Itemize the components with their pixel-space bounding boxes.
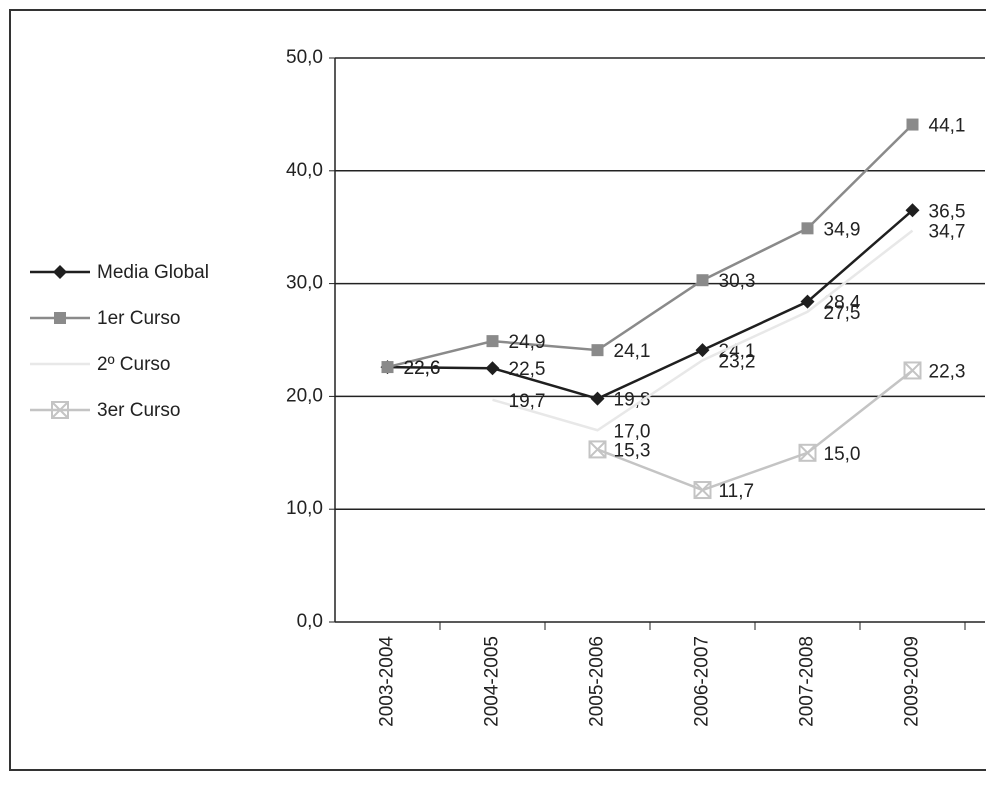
y-tick-label: 30,0 <box>286 273 323 294</box>
data-label: 15,0 <box>824 444 861 465</box>
data-label: 44,1 <box>929 116 966 137</box>
data-point <box>800 294 815 309</box>
marker-box <box>588 440 607 459</box>
x-tick-label: 2006-2007 <box>692 636 713 727</box>
y-tick-label: 20,0 <box>286 385 323 406</box>
y-tick-label: 0,0 <box>297 611 323 632</box>
data-point <box>696 274 709 287</box>
data-point <box>486 335 499 348</box>
marker-box <box>51 401 69 419</box>
data-point <box>485 361 500 376</box>
data-label: 27,5 <box>824 303 861 324</box>
legend-marker <box>51 401 69 419</box>
data-label: 22,6 <box>404 358 441 379</box>
data-label: 11,7 <box>719 481 755 502</box>
marker-cross <box>693 481 712 499</box>
x-tick-label: 2009-2009 <box>902 636 923 727</box>
data-point <box>695 343 710 358</box>
data-label: 22,6 <box>404 358 441 379</box>
marker-cross <box>798 444 817 462</box>
y-tick-label: 40,0 <box>286 160 323 181</box>
marker-cross <box>903 361 922 380</box>
legend-label: 3er Curso <box>97 400 180 421</box>
marker-box <box>798 443 817 462</box>
x-tick-label: 2003-2004 <box>377 636 398 727</box>
x-tick-label: 2007-2008 <box>797 636 818 727</box>
marker-cross <box>588 440 607 459</box>
marker-box <box>903 361 922 380</box>
data-label: 24,1 <box>719 341 756 362</box>
data-label: 22,5 <box>509 359 546 380</box>
data-point <box>801 222 814 235</box>
legend-marker <box>54 312 66 324</box>
data-point <box>590 391 605 406</box>
data-point <box>798 443 817 462</box>
data-label: 22,3 <box>929 361 966 382</box>
data-label: 17,0 <box>614 421 651 442</box>
legend-label: 1er Curso <box>97 308 180 329</box>
data-label: 19,8 <box>614 390 651 411</box>
y-tick-label: 50,0 <box>286 47 323 68</box>
data-label: 28,4 <box>824 293 861 314</box>
data-label: 15,3 <box>614 440 651 461</box>
legend-label: 2º Curso <box>97 354 170 375</box>
legend-label: Media Global <box>97 262 209 283</box>
series-line <box>387 123 914 369</box>
data-point <box>693 481 712 500</box>
legend-marker <box>53 265 67 279</box>
data-point <box>906 118 919 131</box>
data-point <box>381 361 394 374</box>
marker-cross <box>51 401 69 419</box>
data-label: 36,5 <box>929 201 966 222</box>
series-line <box>492 229 914 432</box>
series-line <box>597 369 914 492</box>
data-point <box>591 344 604 357</box>
data-label: 30,3 <box>719 271 756 292</box>
data-point <box>588 440 607 459</box>
y-tick-label: 10,0 <box>286 498 323 519</box>
data-label: 24,9 <box>509 332 546 353</box>
data-label: 19,7 <box>509 391 546 412</box>
frame <box>9 9 986 771</box>
data-label: 23,2 <box>719 351 756 372</box>
x-tick-label: 2004-2005 <box>482 636 503 727</box>
x-tick-label: 2005-2006 <box>587 636 608 727</box>
data-point <box>903 361 922 380</box>
marker-box <box>693 481 712 500</box>
series-line <box>387 209 914 400</box>
data-point <box>905 203 920 218</box>
data-label: 24,1 <box>614 341 651 362</box>
data-label: 34,7 <box>929 222 966 243</box>
data-label: 34,9 <box>824 219 861 240</box>
